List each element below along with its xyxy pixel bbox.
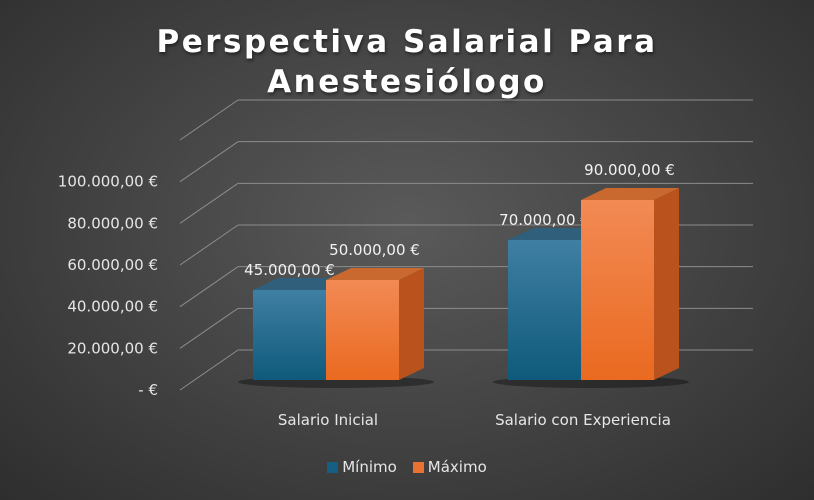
y-tick-label-0: - € xyxy=(138,381,158,399)
data-label-maximo-1: 90.000,00 € xyxy=(584,161,675,179)
legend-swatch-maximo xyxy=(412,461,424,473)
x-tick-label-0: Salario Inicial xyxy=(278,411,378,429)
bar-maximo-0-front xyxy=(326,280,399,380)
legend-swatch-minimo xyxy=(327,461,339,473)
gridline-side-5 xyxy=(179,141,239,183)
gridline-side-4 xyxy=(179,182,239,224)
y-tick-label-4: 80.000,00 € xyxy=(67,214,158,232)
y-tick-label-5: 100.000,00 € xyxy=(58,173,158,191)
bar-maximo-1-side xyxy=(654,188,679,380)
bar-minimo-1-front xyxy=(508,240,581,380)
data-label-maximo-0: 50.000,00 € xyxy=(329,241,420,259)
bar-maximo-1-top xyxy=(581,188,679,200)
legend-item-minimo: Mínimo xyxy=(327,458,397,476)
gridline-side-2 xyxy=(179,266,239,308)
chart-title-line-1: Perspectiva Salarial Para xyxy=(156,24,658,60)
legend-label-maximo: Máximo xyxy=(427,458,487,476)
chart-title-line-2: Anestesiólogo xyxy=(267,64,547,100)
data-label-minimo-1: 70.000,00 € xyxy=(499,211,590,229)
bar-maximo-0-top xyxy=(326,268,424,280)
bar-maximo-0-side xyxy=(399,268,424,380)
gridline-side-top xyxy=(179,99,239,141)
gridline-side-3 xyxy=(179,224,239,266)
y-tick-label-3: 60.000,00 € xyxy=(67,256,158,274)
gridline-side-1 xyxy=(179,307,239,349)
bar-maximo-1-front xyxy=(581,200,654,380)
bar-minimo-0-front xyxy=(253,290,326,380)
legend-item-maximo: Máximo xyxy=(412,458,487,476)
gridline-side-0 xyxy=(179,349,239,391)
legend: Mínimo Máximo xyxy=(0,458,814,476)
y-tick-label-1: 20.000,00 € xyxy=(67,339,158,357)
legend-label-minimo: Mínimo xyxy=(342,458,397,476)
chart-title: Perspectiva Salarial Para Anestesiólogo xyxy=(0,22,814,102)
data-label-minimo-0: 45.000,00 € xyxy=(244,261,335,279)
x-tick-label-1: Salario con Experiencia xyxy=(495,411,671,429)
y-tick-label-2: 40.000,00 € xyxy=(67,298,158,316)
